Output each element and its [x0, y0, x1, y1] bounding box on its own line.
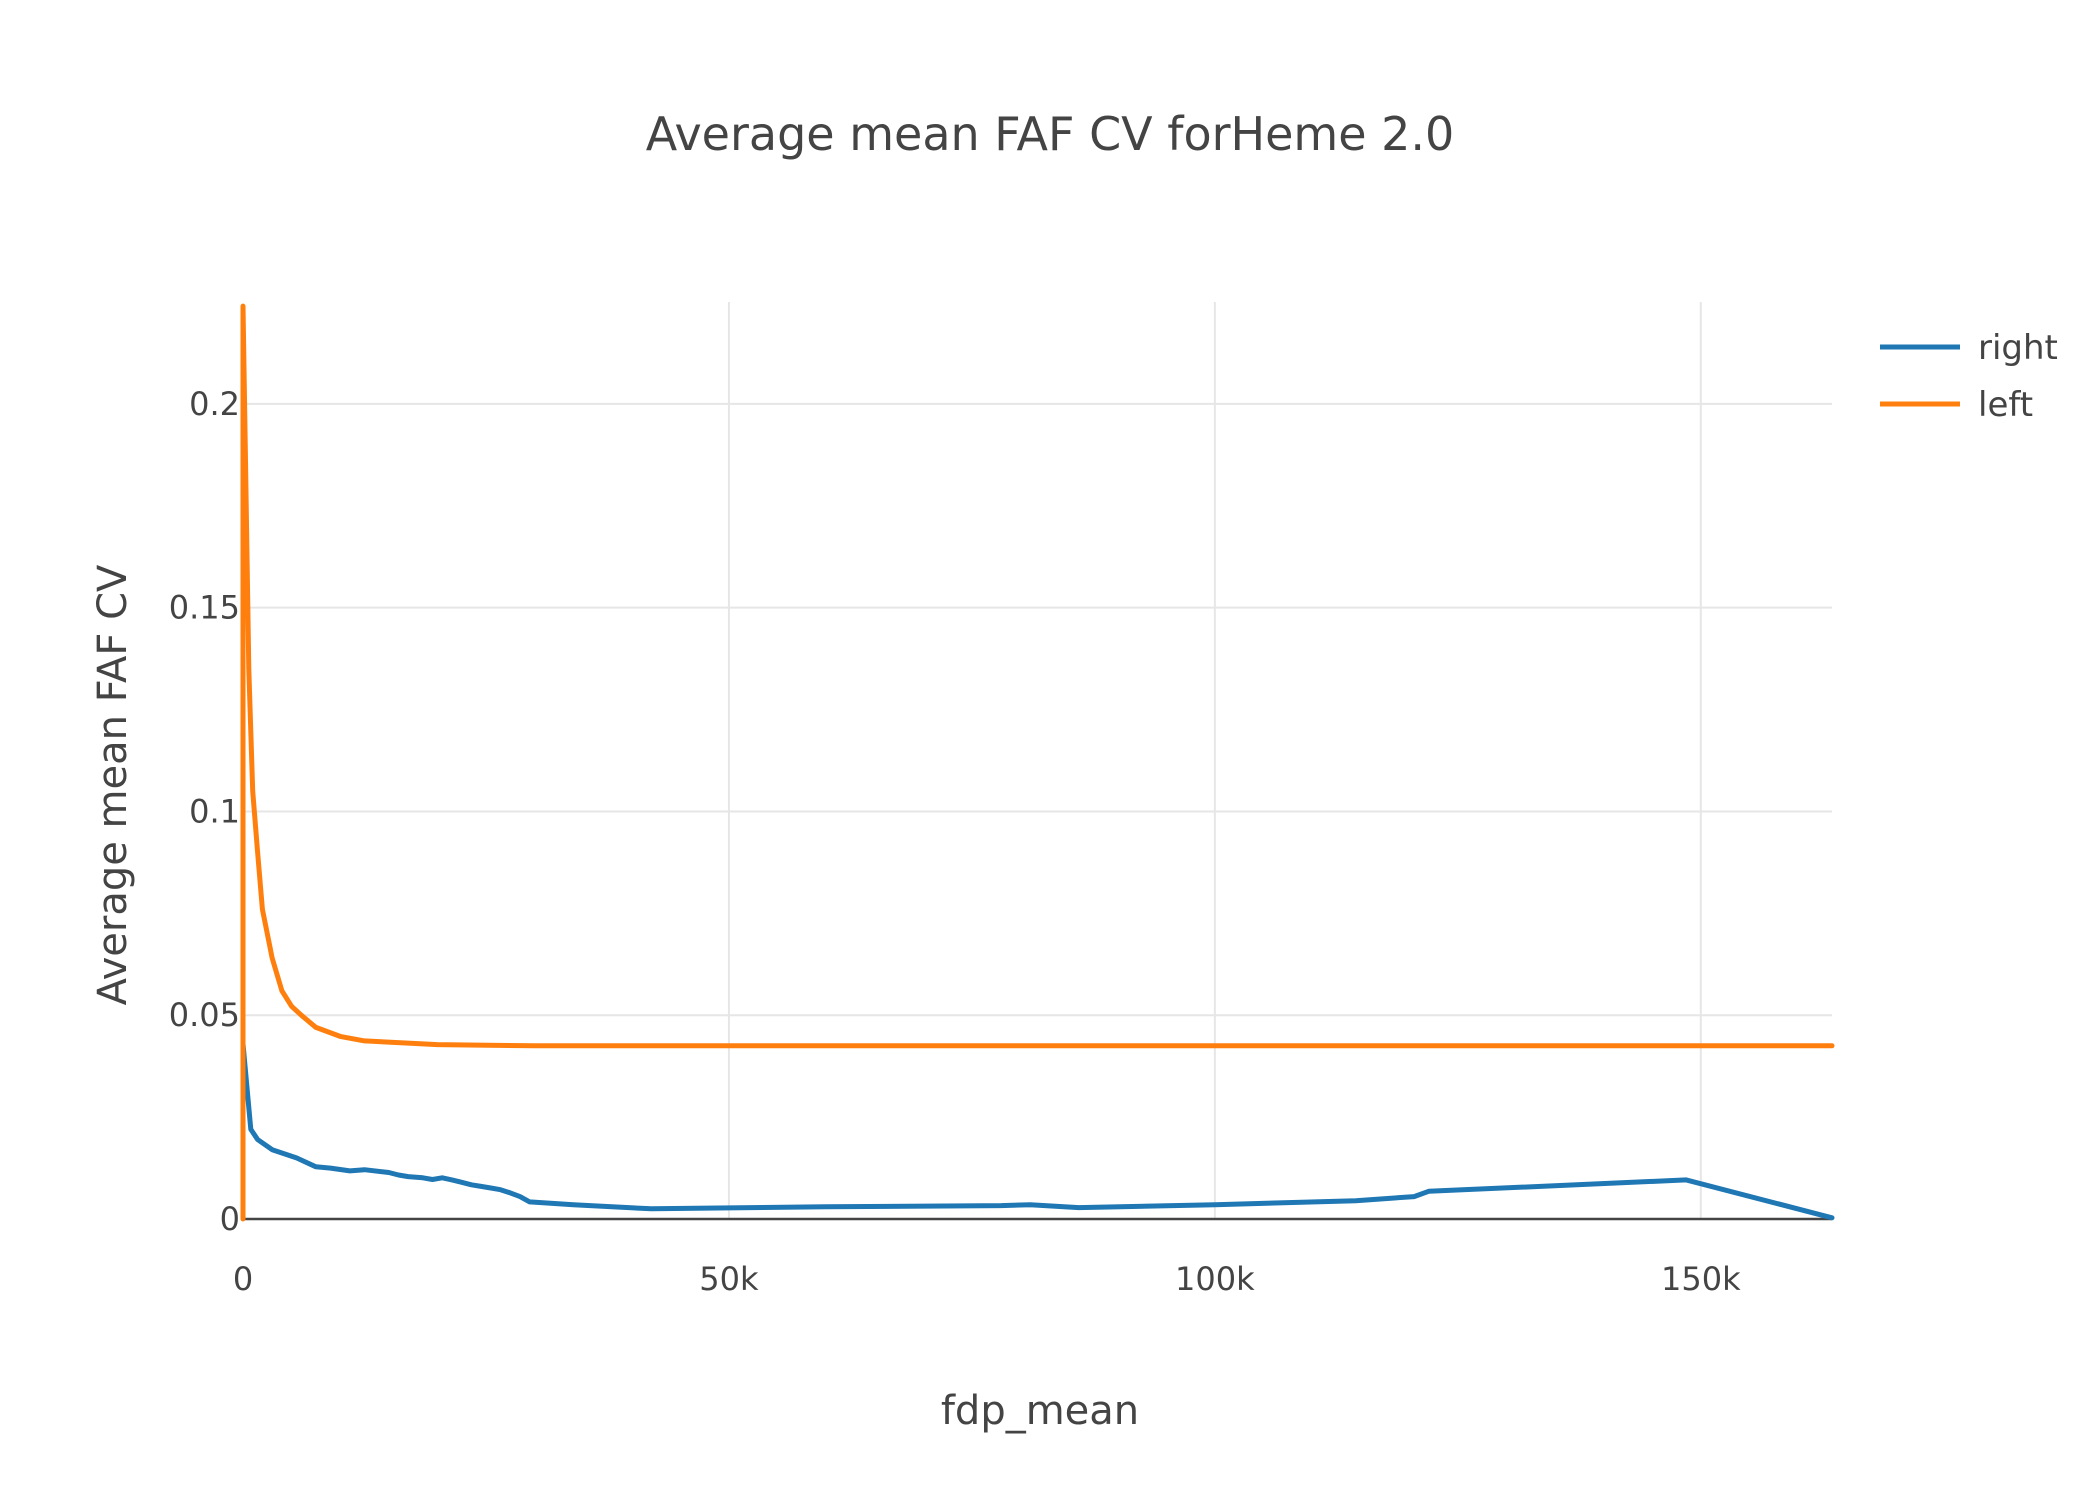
tick-labels-layer: 0 50k 100k 150k 0 0.05 0.1 0.15 0.2 [169, 385, 1741, 1298]
y-tick-label: 0.1 [189, 792, 240, 830]
series-layer [240, 303, 1835, 1222]
x-tick-label: 150k [1661, 1260, 1741, 1298]
series-line-left[interactable] [240, 303, 1835, 1222]
legend: right left [1880, 328, 2058, 425]
y-tick-label: 0 [220, 1200, 240, 1238]
chart-title: Average mean FAF CV forHeme 2.0 [646, 107, 1455, 161]
x-tick-label: 0 [233, 1260, 253, 1298]
y-tick-label: 0.05 [169, 996, 240, 1034]
legend-label-left: left [1978, 385, 2033, 425]
x-axis-title: fdp_mean [941, 1388, 1139, 1434]
y-axis-title: Average mean FAF CV [90, 564, 136, 1005]
legend-item-right[interactable]: right [1880, 328, 2058, 368]
x-tick-label: 100k [1175, 1260, 1255, 1298]
y-tick-label: 0.15 [169, 589, 240, 627]
grid-layer [243, 302, 1832, 1219]
legend-item-left[interactable]: left [1880, 385, 2033, 425]
x-tick-label: 50k [699, 1260, 759, 1298]
legend-label-right: right [1978, 328, 2058, 368]
y-tick-label: 0.2 [189, 385, 240, 423]
series-line-right[interactable] [240, 1041, 1835, 1221]
